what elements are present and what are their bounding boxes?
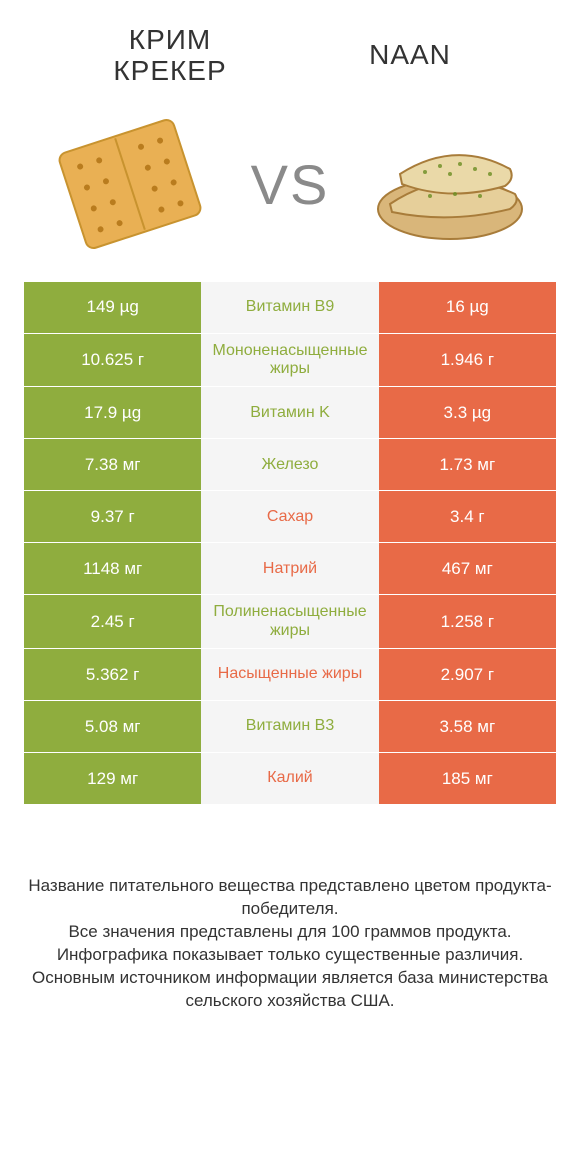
nutrient-name: Калий — [201, 753, 378, 805]
infographic-container: КРИМ КРЕКЕР NAAN — [0, 0, 580, 1174]
nutrient-name: Витамин K — [201, 387, 378, 439]
title-text: NAAN — [369, 39, 451, 70]
vs-label: VS — [251, 152, 330, 217]
right-product-title: NAAN — [290, 40, 530, 71]
title-text: КРИМ — [129, 24, 211, 55]
nutrient-row: 5.362 гНасыщенные жиры2.907 г — [24, 649, 556, 701]
left-value: 1148 мг — [24, 543, 201, 595]
cracker-image — [50, 114, 210, 254]
nutrient-name: Полиненасыщенные жиры — [201, 595, 378, 649]
nutrient-name: Витамин B3 — [201, 701, 378, 753]
nutrient-row: 17.9 µgВитамин K3.3 µg — [24, 387, 556, 439]
right-value: 3.3 µg — [379, 387, 556, 439]
right-value: 1.258 г — [379, 595, 556, 649]
nutrient-row: 2.45 гПолиненасыщенные жиры1.258 г — [24, 595, 556, 649]
nutrient-row: 129 мгКалий185 мг — [24, 753, 556, 805]
left-value: 10.625 г — [24, 334, 201, 388]
right-value: 467 мг — [379, 543, 556, 595]
nutrient-name: Витамин B9 — [201, 282, 378, 334]
right-value: 3.4 г — [379, 491, 556, 543]
nutrient-row: 1148 мгНатрий467 мг — [24, 543, 556, 595]
footer-line: Все значения представлены для 100 граммо… — [20, 921, 560, 944]
nutrient-row: 5.08 мгВитамин B33.58 мг — [24, 701, 556, 753]
nutrient-name: Железо — [201, 439, 378, 491]
left-value: 7.38 мг — [24, 439, 201, 491]
left-value: 5.08 мг — [24, 701, 201, 753]
footer-line: Название питательного вещества представл… — [20, 875, 560, 921]
nutrient-name: Насыщенные жиры — [201, 649, 378, 701]
footer-line: Основным источником информации является … — [20, 967, 560, 1013]
header: КРИМ КРЕКЕР NAAN — [0, 0, 580, 102]
footer-line: Инфографика показывает только существенн… — [20, 944, 560, 967]
nutrient-row: 149 µgВитамин B916 µg — [24, 282, 556, 334]
left-value: 129 мг — [24, 753, 201, 805]
left-value: 2.45 г — [24, 595, 201, 649]
naan-image — [370, 114, 530, 254]
nutrient-name: Натрий — [201, 543, 378, 595]
nutrient-row: 10.625 гМононенасыщенные жиры1.946 г — [24, 334, 556, 388]
right-value: 1.946 г — [379, 334, 556, 388]
nutrient-row: 9.37 гСахар3.4 г — [24, 491, 556, 543]
nutrient-name: Мононенасыщенные жиры — [201, 334, 378, 388]
title-text: КРЕКЕР — [113, 55, 226, 86]
right-value: 16 µg — [379, 282, 556, 334]
left-value: 17.9 µg — [24, 387, 201, 439]
left-product-title: КРИМ КРЕКЕР — [50, 25, 290, 87]
nutrient-name: Сахар — [201, 491, 378, 543]
right-value: 1.73 мг — [379, 439, 556, 491]
left-value: 5.362 г — [24, 649, 201, 701]
right-value: 3.58 мг — [379, 701, 556, 753]
nutrient-table: 149 µgВитамин B916 µg10.625 гМононенасыщ… — [24, 282, 556, 806]
right-value: 185 мг — [379, 753, 556, 805]
left-value: 9.37 г — [24, 491, 201, 543]
footer-notes: Название питательного вещества представл… — [0, 805, 580, 1033]
left-value: 149 µg — [24, 282, 201, 334]
nutrient-row: 7.38 мгЖелезо1.73 мг — [24, 439, 556, 491]
right-value: 2.907 г — [379, 649, 556, 701]
images-row: VS — [0, 102, 580, 282]
